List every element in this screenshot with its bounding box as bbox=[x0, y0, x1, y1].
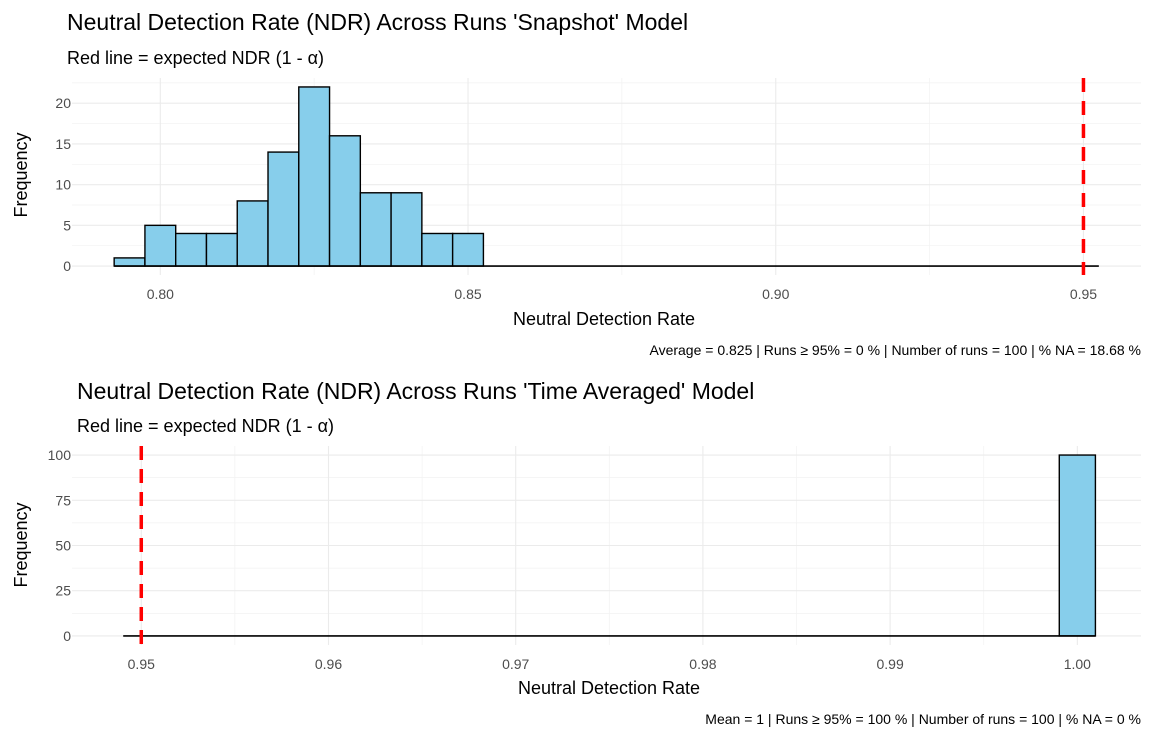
chart-subtitle: Red line = expected NDR (1 - α) bbox=[67, 48, 324, 68]
x-tick-label: 0.97 bbox=[502, 656, 529, 672]
x-tick-label: 0.80 bbox=[147, 286, 174, 302]
histogram-bars bbox=[113, 86, 1099, 267]
x-tick-label: 0.95 bbox=[1070, 286, 1097, 302]
histogram-bars bbox=[123, 454, 1097, 637]
y-tick-label: 0 bbox=[63, 258, 71, 274]
chart-caption: Mean = 1 | Runs ≥ 95% = 100 % | Number o… bbox=[705, 711, 1141, 727]
y-tick-labels: 0 5 10 15 20 bbox=[55, 95, 71, 274]
y-axis-title: Frequency bbox=[11, 132, 31, 217]
x-tick-labels: 0.80 0.85 0.90 0.95 bbox=[147, 286, 1098, 302]
y-tick-label: 75 bbox=[55, 492, 71, 508]
x-axis-title: Neutral Detection Rate bbox=[513, 309, 695, 329]
chart-subtitle: Red line = expected NDR (1 - α) bbox=[77, 416, 334, 436]
y-tick-label: 100 bbox=[48, 447, 72, 463]
histogram-bar bbox=[1058, 454, 1097, 637]
histogram-bar bbox=[144, 224, 177, 267]
y-tick-label: 0 bbox=[63, 628, 71, 644]
y-tick-label: 10 bbox=[55, 177, 71, 193]
histogram-bar bbox=[113, 257, 146, 267]
y-tick-label: 50 bbox=[55, 538, 71, 554]
histogram-bar bbox=[328, 135, 362, 267]
x-tick-labels: 0.95 0.96 0.97 0.98 0.99 1.00 bbox=[128, 656, 1092, 672]
histogram-bar bbox=[298, 86, 331, 267]
x-axis-title: Neutral Detection Rate bbox=[518, 678, 700, 698]
x-tick-label: 0.96 bbox=[315, 656, 342, 672]
snapshot-histogram-panel: Neutral Detection Rate (NDR) Across Runs… bbox=[11, 9, 1141, 358]
x-tick-label: 0.98 bbox=[689, 656, 716, 672]
x-tick-label: 0.95 bbox=[128, 656, 155, 672]
x-tick-label: 0.99 bbox=[877, 656, 904, 672]
histogram-bar bbox=[236, 200, 269, 267]
histogram-bar bbox=[451, 232, 485, 267]
histogram-bar bbox=[390, 192, 423, 267]
y-tick-labels: 0 25 50 75 100 bbox=[48, 447, 72, 644]
histogram-bar bbox=[205, 232, 238, 267]
x-tick-label: 0.90 bbox=[762, 286, 789, 302]
histogram-bar bbox=[421, 232, 454, 267]
histogram-bar bbox=[174, 232, 208, 267]
chart-title: Neutral Detection Rate (NDR) Across Runs… bbox=[77, 378, 754, 404]
y-tick-label: 15 bbox=[55, 136, 71, 152]
y-tick-label: 20 bbox=[55, 95, 71, 111]
grid bbox=[72, 446, 1141, 645]
chart-caption: Average = 0.825 | Runs ≥ 95% = 0 % | Num… bbox=[649, 342, 1141, 358]
chart-title: Neutral Detection Rate (NDR) Across Runs… bbox=[67, 9, 688, 35]
y-axis-title: Frequency bbox=[11, 502, 31, 587]
x-tick-label: 1.00 bbox=[1064, 656, 1091, 672]
y-tick-label: 5 bbox=[63, 217, 71, 233]
y-tick-label: 25 bbox=[55, 583, 71, 599]
histogram-bar bbox=[359, 192, 392, 267]
histogram-bar bbox=[267, 151, 300, 267]
time-averaged-histogram-panel: Neutral Detection Rate (NDR) Across Runs… bbox=[11, 378, 1141, 727]
x-tick-label: 0.85 bbox=[454, 286, 481, 302]
